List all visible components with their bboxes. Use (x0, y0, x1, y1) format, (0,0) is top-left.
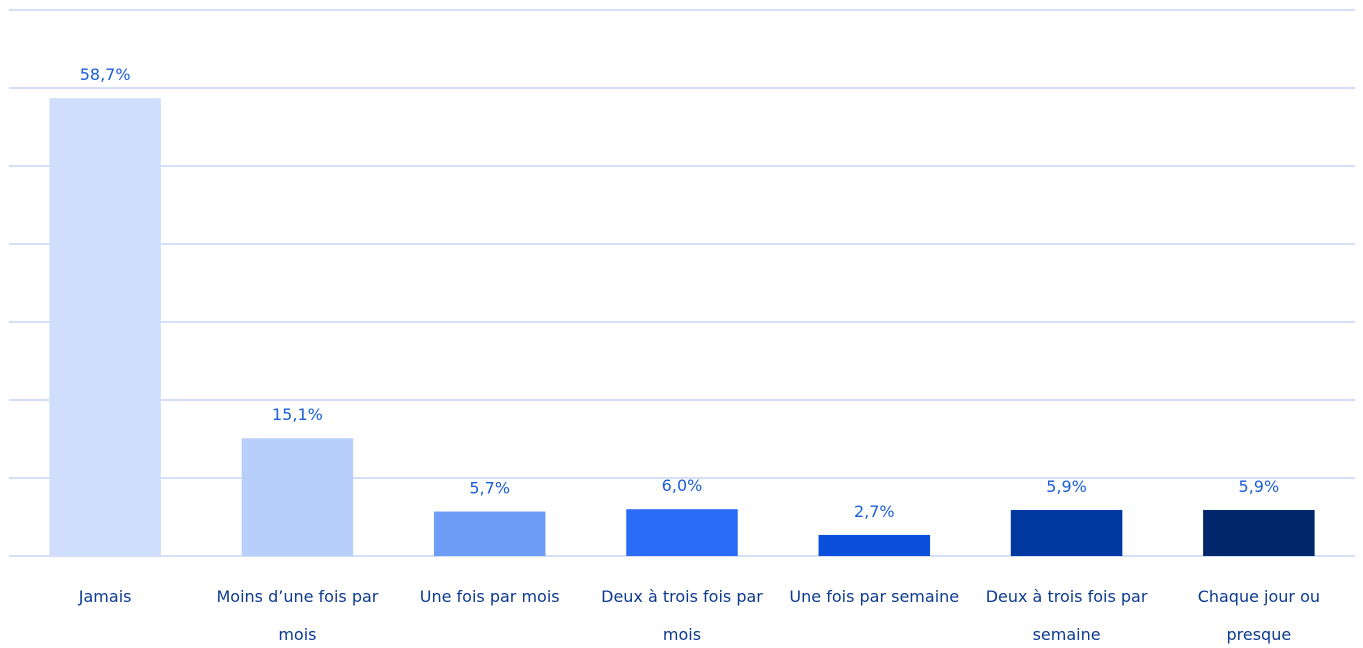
bar (1010, 509, 1123, 556)
bar (433, 511, 546, 556)
value-label: 5,9% (1046, 477, 1087, 496)
x-tick-label: Jamais (78, 587, 132, 606)
bar (1203, 509, 1315, 556)
value-label: 6,0% (662, 476, 703, 495)
value-label: 15,1% (272, 405, 323, 424)
bar (241, 438, 354, 556)
value-label: 5,7% (469, 479, 510, 498)
x-tick-label: Deux à trois fois par mois (601, 587, 763, 644)
x-tick-label: Chaque jour ou presque (1197, 587, 1320, 644)
x-tick-label: Une fois par semaine (789, 587, 960, 606)
bar (818, 534, 931, 556)
value-label: 58,7% (80, 65, 131, 84)
x-tick-label: Moins d’une fois par mois (216, 587, 379, 644)
value-label: 5,9% (1239, 477, 1280, 496)
bar (49, 98, 161, 556)
value-label: 2,7% (854, 502, 895, 521)
x-tick-label: Deux à trois fois par semaine (985, 587, 1148, 644)
bar (626, 509, 738, 556)
x-tick-label: Une fois par mois (419, 587, 560, 606)
